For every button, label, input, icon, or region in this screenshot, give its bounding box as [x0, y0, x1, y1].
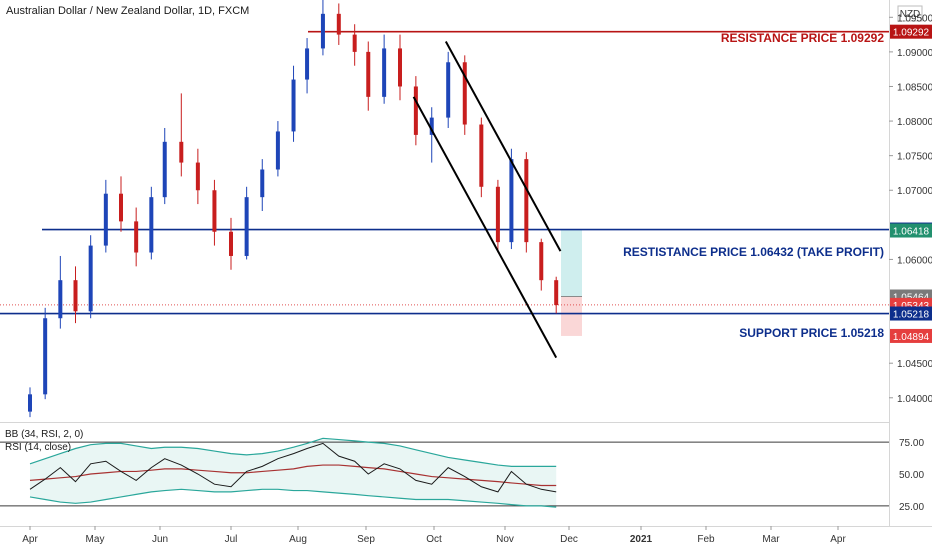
price-tick-label: 1.09000	[897, 48, 932, 59]
chart-title: Australian Dollar / New Zealand Dollar, …	[6, 5, 249, 17]
price-tick-label: 1.09500	[897, 13, 932, 24]
candle-body	[509, 159, 514, 243]
rsi-tick-label: 50.00	[899, 470, 924, 481]
time-tick-label: Jun	[152, 534, 168, 545]
candle-body	[73, 280, 78, 312]
descending-channel	[412, 41, 562, 359]
candle-body	[103, 193, 108, 246]
candle-body	[305, 48, 310, 80]
price-badge-label: 1.09292	[893, 28, 930, 39]
rsi-axis: 75.00 50.00 25.00	[899, 438, 924, 513]
candle-body	[43, 318, 48, 395]
candle-body	[366, 51, 371, 97]
candle-body	[212, 190, 217, 232]
candle-body	[134, 221, 139, 253]
bb-legend: BB (34, RSI, 2, 0)	[5, 429, 83, 440]
candle-body	[162, 141, 167, 198]
trade-box	[561, 229, 582, 336]
price-badge	[890, 24, 932, 39]
candle-body	[446, 62, 451, 118]
time-tick-label: Dec	[560, 534, 578, 545]
candle-body	[462, 62, 467, 125]
price-tick-label: 1.08000	[897, 117, 932, 128]
candle-body	[244, 197, 249, 256]
bb-band-fill	[30, 438, 557, 508]
channel-lower-line	[412, 96, 558, 359]
candle-body	[382, 48, 387, 97]
candle-body	[495, 186, 500, 243]
candle-body	[275, 131, 280, 170]
take-profit-label: RESTISTANCE PRICE 1.06432 (TAKE PROFIT)	[623, 245, 884, 259]
price-badge-label: 1.04894	[893, 332, 930, 343]
price-axis[interactable]: 1.09500 1.09000 1.08500 1.08000 1.07500 1.070…	[889, 13, 932, 405]
price-badges: 1.092921.064321.064181.054641.053431.052…	[890, 24, 932, 343]
bb-upper-line	[29, 437, 557, 467]
candle-body	[28, 394, 32, 412]
candle-body	[352, 34, 357, 52]
candle-body	[398, 48, 402, 87]
candle-body	[179, 141, 184, 163]
candle-body	[149, 197, 154, 253]
price-levels	[0, 30, 889, 315]
time-tick-label: Aug	[289, 534, 307, 545]
price-badge-label: 1.05218	[893, 310, 930, 321]
currency-badge[interactable]: NZD	[897, 5, 923, 22]
price-badge-label: 1.05343	[893, 301, 930, 312]
price-badge	[890, 306, 932, 321]
candle-body	[260, 169, 265, 198]
support-label: SUPPORT PRICE 1.05218	[739, 326, 884, 340]
candle-body	[195, 162, 200, 191]
time-tick-label: Mar	[762, 534, 780, 545]
time-tick-label: Feb	[697, 534, 715, 545]
currency-badge-label: NZD	[900, 9, 921, 20]
price-tick-label: 1.07000	[897, 186, 932, 197]
time-axis[interactable]: Apr May Jun Jul Aug Sep Oct Nov Dec 2021 Feb Mar Apr	[22, 526, 846, 545]
time-tick-label: May	[86, 534, 105, 545]
candle-body	[320, 13, 325, 49]
candle-body	[539, 242, 544, 281]
candle-body	[413, 86, 418, 135]
level-annotations: RESISTANCE PRICE 1.09292 RESTISTANCE PRI…	[623, 31, 884, 340]
price-badge	[890, 223, 932, 238]
price-badge	[890, 328, 932, 343]
candle-body	[58, 280, 63, 319]
candle-body	[119, 193, 123, 222]
time-tick-label: 2021	[630, 534, 653, 545]
bb-lower-line	[29, 488, 557, 508]
candlestick-series	[28, 0, 559, 418]
price-badge-label: 1.06418	[893, 227, 930, 238]
price-tick-label: 1.06000	[897, 255, 932, 266]
price-tick-label: 1.04500	[897, 359, 932, 370]
candle-body	[336, 13, 341, 35]
candle-body	[291, 79, 296, 132]
price-tick-label: 1.04000	[897, 394, 932, 405]
stop-loss-zone	[561, 296, 582, 336]
time-tick-label: Apr	[22, 534, 38, 545]
candle-body	[554, 280, 559, 306]
rsi-line	[29, 442, 557, 493]
candle-body	[229, 231, 233, 256]
price-tick-label: 1.07500	[897, 152, 932, 163]
rsi-pane[interactable]	[0, 437, 889, 508]
channel-upper-line	[444, 41, 562, 252]
candle-body	[479, 124, 484, 187]
candle-body	[429, 117, 434, 135]
time-tick-label: Sep	[357, 534, 375, 545]
time-tick-label: Apr	[830, 534, 846, 545]
time-tick-label: Nov	[496, 534, 514, 545]
time-tick-label: Oct	[426, 534, 442, 545]
take-profit-zone	[561, 229, 582, 297]
price-tick-label: 1.08500	[897, 82, 932, 93]
resistance-label: RESISTANCE PRICE 1.09292	[721, 31, 884, 45]
rsi-tick-label: 75.00	[899, 438, 924, 449]
candle-body	[88, 245, 93, 312]
rsi-tick-label: 25.00	[899, 502, 924, 513]
time-tick-label: Jul	[225, 534, 238, 545]
candle-body	[524, 159, 529, 243]
rsi-legend: RSI (14, close)	[5, 442, 71, 453]
